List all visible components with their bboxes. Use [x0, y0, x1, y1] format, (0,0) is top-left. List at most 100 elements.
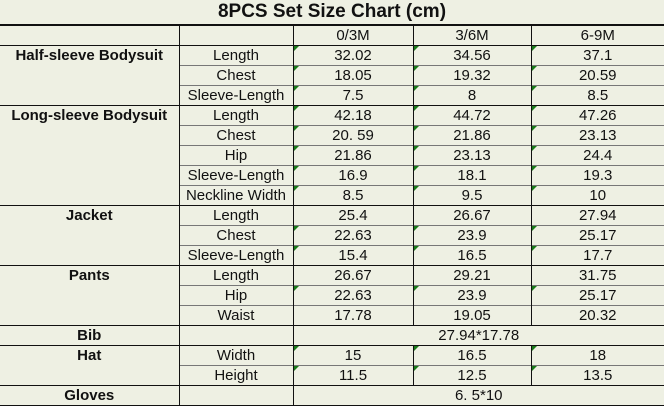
header-size-0-3m: 0/3M — [292, 24, 414, 46]
table-row: Jacket Length 25.4 26.67 27.94 — [0, 205, 664, 266]
measure-label: Height — [179, 365, 294, 386]
size-value: 25.17 — [530, 285, 664, 306]
size-value: 18 — [530, 345, 664, 366]
garment-gloves: Gloves — [0, 385, 180, 406]
size-value: 16.5 — [412, 345, 532, 366]
size-value: 23.13 — [530, 125, 664, 146]
measure-label: Width — [178, 345, 294, 366]
size-value: 25.4 — [292, 205, 414, 226]
size-value: 15 — [292, 345, 414, 366]
size-value: 8.5 — [530, 85, 664, 106]
merged-size-value: 6. 5*10 — [292, 385, 664, 406]
size-value: 10 — [530, 185, 664, 206]
garment-bib: Bib — [0, 325, 180, 346]
size-value: 22.63 — [292, 225, 414, 246]
table-row: Hip 22.63 23.9 25.17 — [0, 285, 664, 306]
table-row: Hip 21.86 23.13 24.4 — [0, 145, 664, 166]
size-value: 9.5 — [412, 185, 532, 206]
table-row: Long-sleeve Bodysuit Length 42.18 44.72 47.2… — [0, 105, 664, 206]
size-value: 18.1 — [412, 165, 532, 186]
garment-long-sleeve-bodysuit: Long-sleeve Bodysuit — [0, 105, 180, 206]
header-size-3-6m: 3/6M — [412, 24, 532, 46]
table-row: Sleeve-Length 16.9 18.1 19.3 — [0, 165, 664, 186]
table-row: Half-sleeve Bodysuit Length 32.02 34.56 37.1 — [0, 45, 664, 106]
size-value: 18.05 — [292, 65, 414, 86]
size-value: 44.72 — [412, 105, 532, 126]
measure-label: Length — [178, 45, 294, 66]
header-blank-measure — [178, 24, 294, 46]
size-value: 8 — [412, 85, 532, 106]
size-value: 31.75 — [530, 265, 664, 286]
size-value: 23.13 — [412, 145, 532, 166]
size-value: 19.32 — [412, 65, 532, 86]
header-size-6-9m: 6-9M — [530, 24, 664, 46]
size-value: 47.26 — [530, 105, 664, 126]
merged-size-value: 27.94*17.78 — [292, 325, 664, 346]
size-value: 11.5 — [292, 365, 414, 386]
measure-label: Sleeve-Length — [179, 245, 294, 266]
garment-pants: Pants — [0, 265, 180, 326]
size-value: 24.4 — [530, 145, 664, 166]
garment-hat: Hat — [0, 345, 180, 386]
measure-label: Chest — [179, 125, 294, 146]
size-value: 42.18 — [292, 105, 414, 126]
size-value: 17.78 — [292, 305, 414, 326]
size-value: 21.86 — [412, 125, 532, 146]
size-value: 13.5 — [530, 365, 664, 386]
size-value: 12.5 — [412, 365, 532, 386]
table-row: Hat Width 15 16.5 18 — [0, 345, 664, 386]
size-value: 37.1 — [530, 45, 664, 66]
measure-label: Waist — [179, 305, 294, 326]
measure-label: Chest — [179, 225, 294, 246]
measure-label: Sleeve-Length — [179, 165, 294, 186]
size-value: 21.86 — [292, 145, 414, 166]
size-value: 20.32 — [530, 305, 664, 326]
table-row: Pants Length 26.67 29.21 31.75 — [0, 265, 664, 326]
measure-label: Sleeve-Length — [179, 85, 294, 106]
header-row: 0/3M 3/6M 6-9M — [0, 24, 664, 46]
table-row: Sleeve-Length 7.5 8 8.5 — [0, 85, 664, 106]
measure-label: Neckline Width — [179, 185, 294, 206]
size-value: 16.9 — [292, 165, 414, 186]
table-row: Chest 20. 59 21.86 23.13 — [0, 125, 664, 146]
measure-label: Length — [178, 205, 294, 226]
size-value: 25.17 — [530, 225, 664, 246]
table-row: Height 11.5 12.5 13.5 — [0, 365, 664, 386]
size-value: 34.56 — [412, 45, 532, 66]
measure-label: Length — [178, 105, 294, 126]
table-row: Gloves 6. 5*10 — [0, 385, 664, 406]
table-row: Neckline Width 8.5 9.5 10 — [0, 185, 664, 206]
size-value: 20. 59 — [292, 125, 414, 146]
size-value: 20.59 — [530, 65, 664, 86]
measure-label: Hip — [179, 285, 294, 306]
table-row: Chest 22.63 23.9 25.17 — [0, 225, 664, 246]
size-value: 22.63 — [292, 285, 414, 306]
size-value: 27.94 — [530, 205, 664, 226]
size-value: 26.67 — [412, 205, 532, 226]
table-row: Waist 17.78 19.05 20.32 — [0, 305, 664, 326]
size-value: 32.02 — [292, 45, 414, 66]
size-value: 19.3 — [530, 165, 664, 186]
measure-label: Length — [178, 265, 294, 286]
size-value: 23.9 — [412, 285, 532, 306]
size-value: 17.7 — [530, 245, 664, 266]
measure-label: Hip — [179, 145, 294, 166]
size-value: 8.5 — [292, 185, 414, 206]
size-value: 23.9 — [412, 225, 532, 246]
measure-label — [178, 325, 294, 346]
table-row: Chest 18.05 19.32 20.59 — [0, 65, 664, 86]
table-row: Bib 27.94*17.78 — [0, 325, 664, 346]
measure-label: Chest — [179, 65, 294, 86]
size-chart-table: 0/3M 3/6M 6-9M Half-sleeve Bodysuit Lengt… — [0, 24, 664, 406]
measure-label — [178, 385, 294, 406]
size-value: 19.05 — [412, 305, 532, 326]
size-value: 16.5 — [412, 245, 532, 266]
size-value: 26.67 — [292, 265, 414, 286]
table-row: Sleeve-Length 15.4 16.5 17.7 — [0, 245, 664, 266]
garment-half-sleeve-bodysuit: Half-sleeve Bodysuit — [0, 45, 180, 106]
header-blank-garment — [0, 24, 180, 46]
chart-title: 8PCS Set Size Chart (cm) — [217, 1, 447, 22]
garment-jacket: Jacket — [0, 205, 180, 266]
size-value: 15.4 — [292, 245, 414, 266]
size-value: 7.5 — [292, 85, 414, 106]
